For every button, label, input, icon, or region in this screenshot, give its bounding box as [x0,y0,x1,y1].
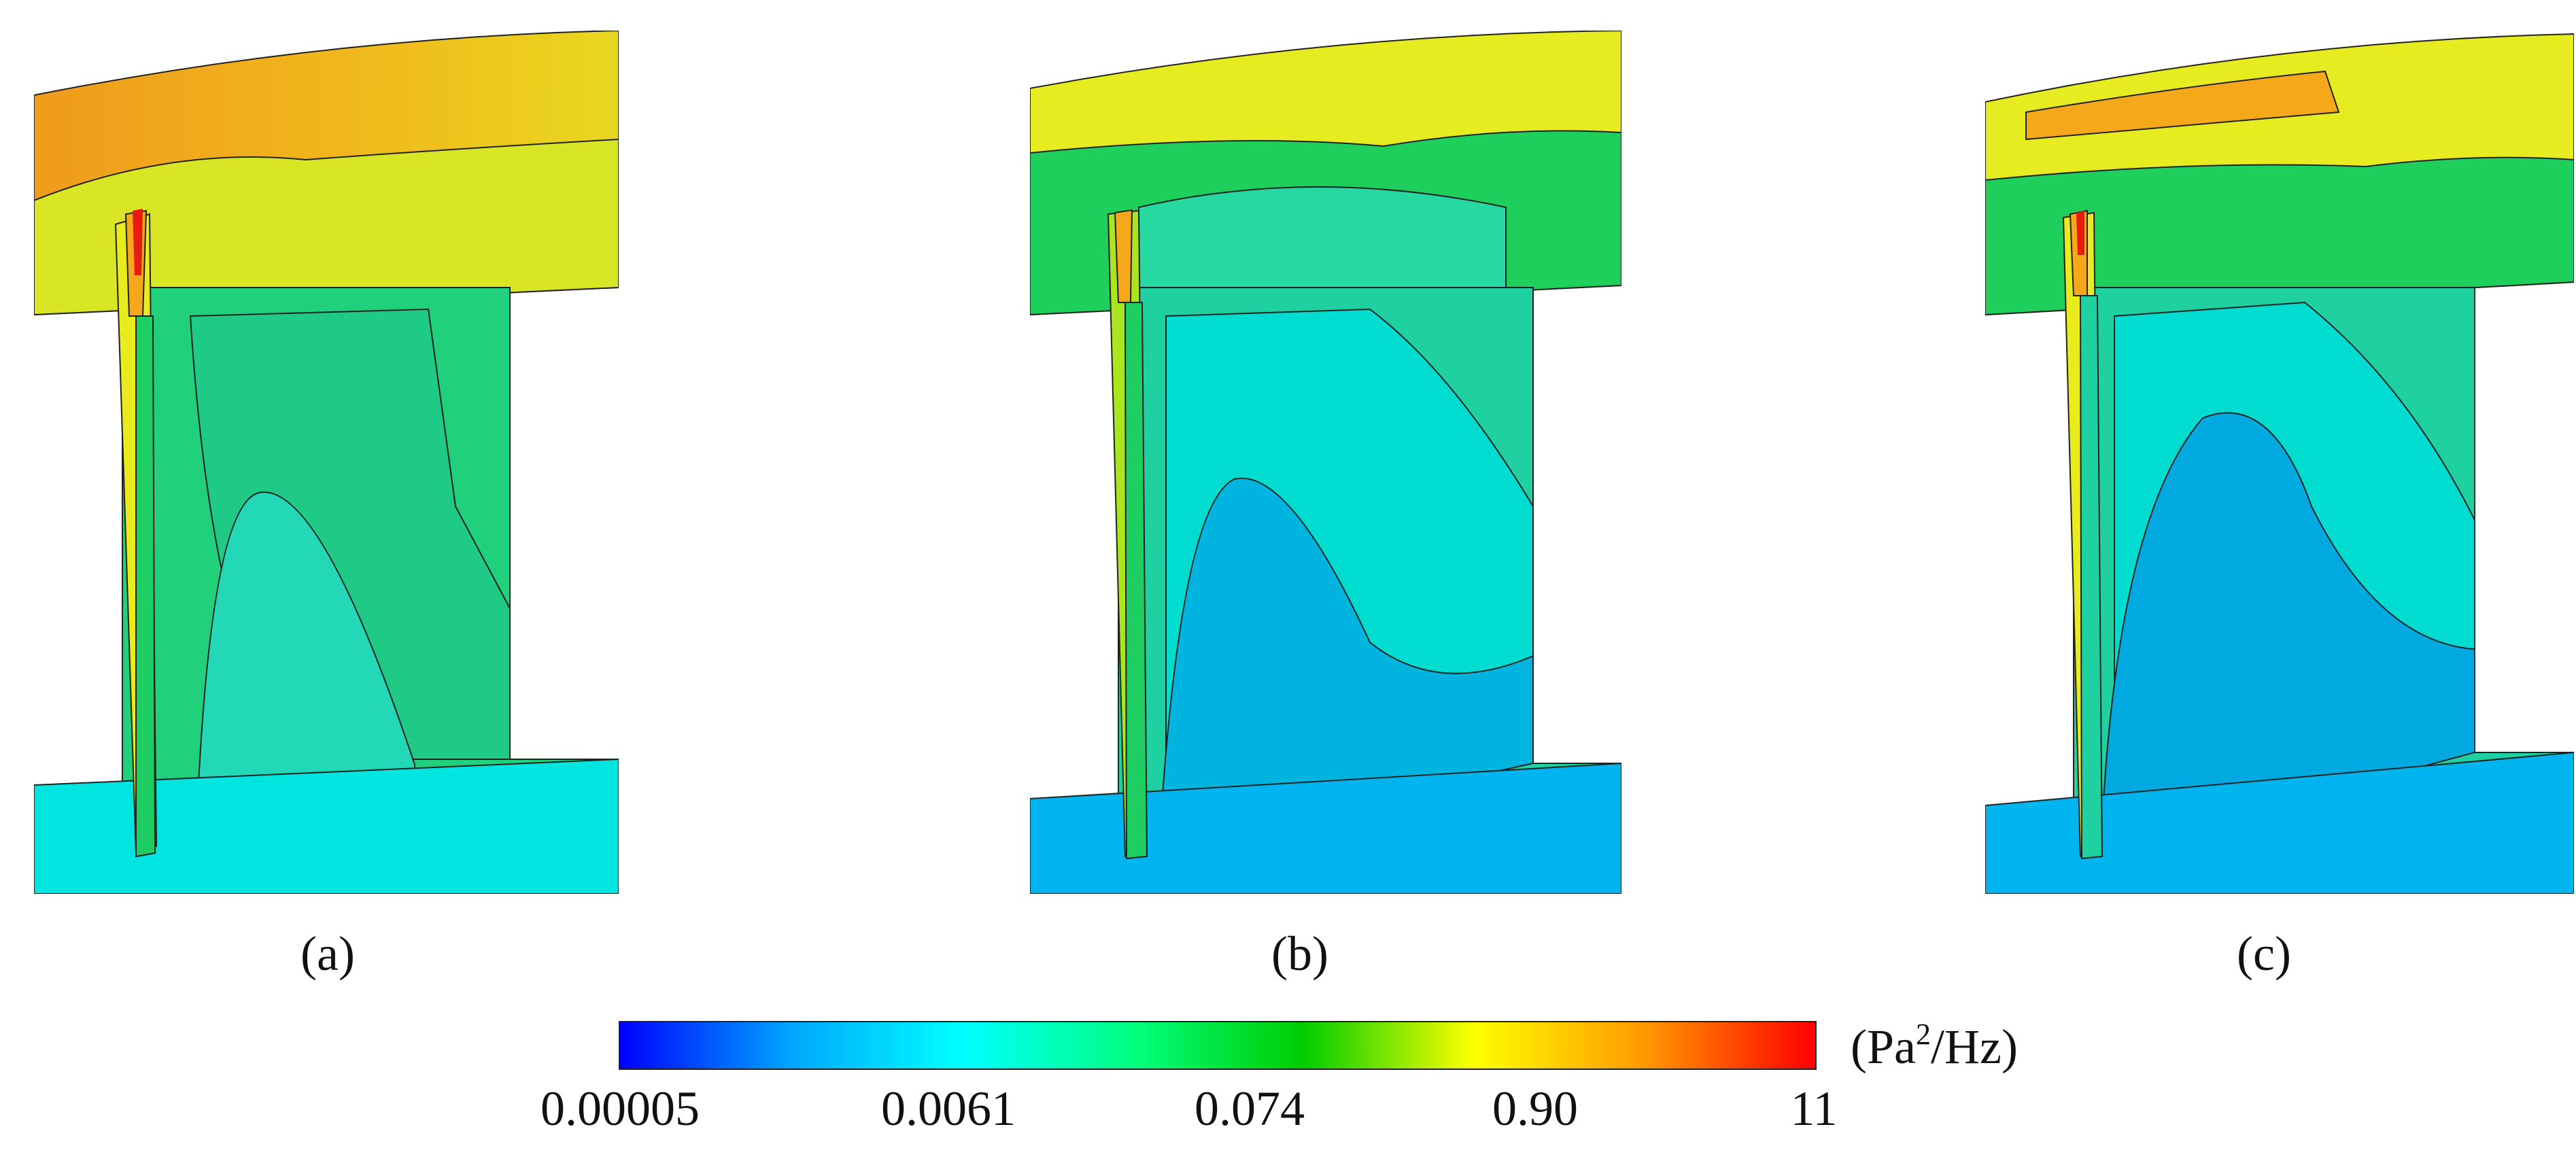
contour-panel-c [1985,31,2574,894]
unit-suffix: /Hz) [1930,1020,2018,1074]
unit-superscript: 2 [1915,1018,1931,1051]
contour-plot-a [34,31,619,894]
colorbar-tick-label: 0.074 [1195,1081,1305,1136]
contour-panel-a [34,31,619,894]
contour-plot-c [1985,33,2574,894]
colorbar-tick-label: 0.90 [1492,1081,1578,1136]
panel-label-a: (a) [300,926,355,981]
colorbar [619,1021,1817,1070]
colorbar-tick-label: 0.0061 [881,1081,1016,1136]
colorbar-tick-label: 0.00005 [540,1081,700,1136]
panel-label-b: (b) [1271,926,1328,981]
colorbar-unit-label: (Pa2/Hz) [1851,1017,2018,1075]
colorbar-tick-label: 11 [1790,1081,1838,1136]
panel-label-c: (c) [2237,926,2291,981]
unit-prefix: (Pa [1851,1020,1916,1074]
contour-panel-b [1030,31,1621,894]
contour-plot-b [1030,31,1621,894]
